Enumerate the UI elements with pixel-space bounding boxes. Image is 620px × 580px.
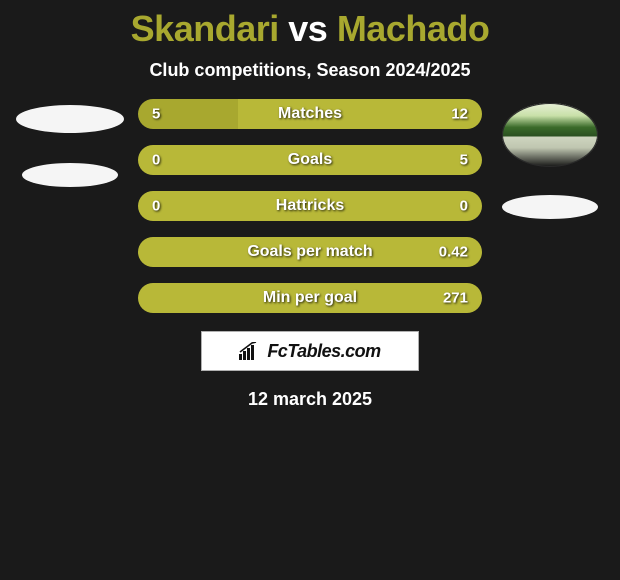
player1-avatar-placeholder — [16, 105, 124, 133]
date-text: 12 march 2025 — [0, 389, 620, 410]
stat-bar: Goals 0 5 — [138, 145, 482, 175]
stat-value-right: 0.42 — [439, 244, 468, 261]
player2-name: Machado — [337, 8, 490, 49]
stat-bar: Matches 5 12 — [138, 99, 482, 129]
player2-badge-placeholder — [502, 195, 598, 219]
stat-value-left: 0 — [152, 152, 160, 169]
player2-avatar — [502, 103, 598, 167]
stat-label: Min per goal — [263, 289, 357, 307]
stat-value-right: 271 — [443, 290, 468, 307]
comparison-main: Matches 5 12 Goals 0 5 Hattricks 0 0 Goals per ma… — [0, 99, 620, 313]
player1-name: Skandari — [131, 8, 279, 49]
stat-label: Matches — [278, 105, 342, 123]
chart-icon — [239, 342, 261, 360]
player2-side — [492, 99, 608, 237]
stat-label: Goals — [288, 151, 332, 169]
stat-value-right: 5 — [460, 152, 468, 169]
stat-bar: Hattricks 0 0 — [138, 191, 482, 221]
stat-value-left: 5 — [152, 106, 160, 123]
player1-side — [12, 99, 128, 205]
stat-label: Hattricks — [276, 197, 344, 215]
player1-badge-placeholder — [22, 163, 118, 187]
stat-bar: Min per goal 271 — [138, 283, 482, 313]
stat-value-right: 0 — [460, 198, 468, 215]
subtitle: Club competitions, Season 2024/2025 — [0, 60, 620, 81]
branding-text: FcTables.com — [267, 341, 380, 362]
stat-value-left: 0 — [152, 198, 160, 215]
stat-bar-right-fill — [238, 99, 482, 129]
stat-label: Goals per match — [247, 243, 372, 261]
comparison-title: Skandari vs Machado — [0, 0, 620, 50]
stat-bar: Goals per match 0.42 — [138, 237, 482, 267]
stat-value-right: 12 — [451, 106, 468, 123]
branding-badge: FcTables.com — [201, 331, 419, 371]
vs-text: vs — [288, 8, 327, 49]
stat-bars: Matches 5 12 Goals 0 5 Hattricks 0 0 Goals per ma… — [138, 99, 482, 313]
